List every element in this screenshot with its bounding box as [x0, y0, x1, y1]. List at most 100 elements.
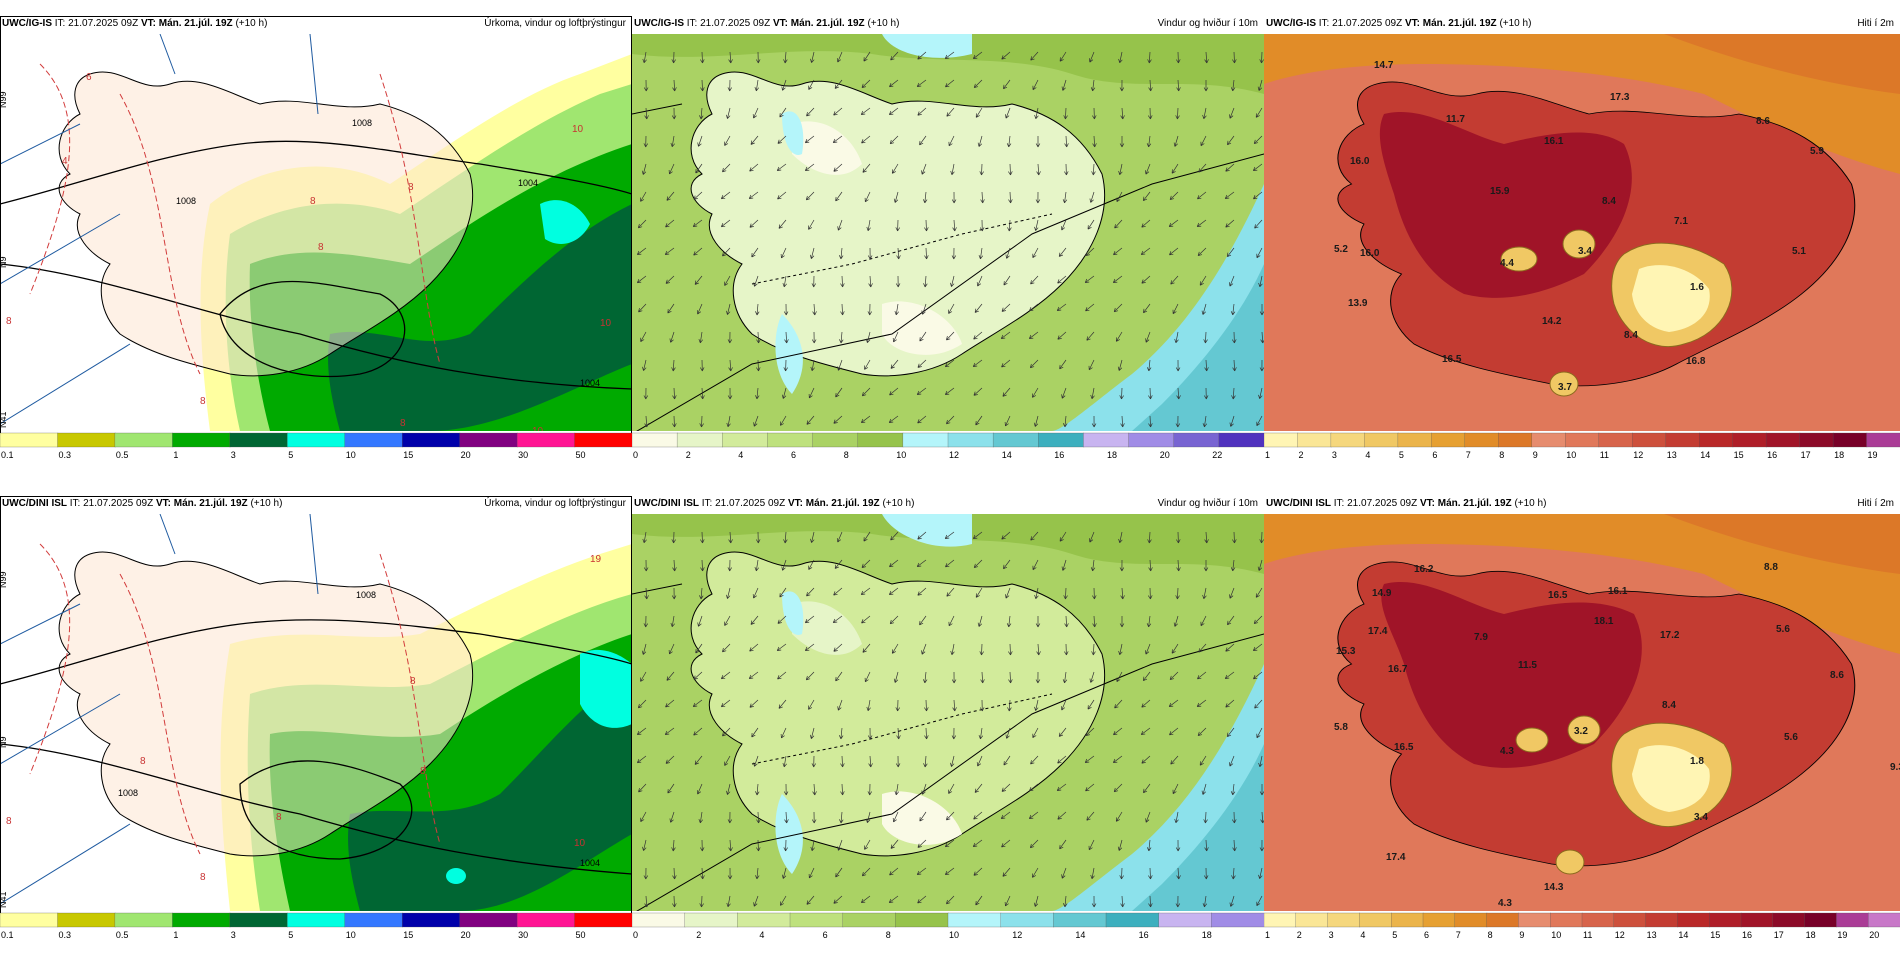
colorbar-swatch	[517, 913, 575, 927]
lead-time: (+10 h)	[1499, 18, 1531, 29]
colorbar-tick: 4	[1365, 450, 1370, 460]
colorbar-swatch	[115, 913, 173, 927]
colorbar-tick: 20	[1869, 930, 1879, 940]
colorbar-tick: 4	[738, 450, 743, 460]
temp-value: 16.1	[1608, 586, 1628, 597]
lat-label: N41	[0, 411, 8, 428]
colorbar-swatch	[1599, 433, 1633, 447]
temp-value: 16.5	[1442, 354, 1462, 365]
colorbar-swatch	[1498, 433, 1532, 447]
init-time: IT: 21.07.2025 09Z	[702, 498, 785, 509]
colorbar-swatch	[58, 433, 116, 447]
colorbar-swatch	[993, 433, 1039, 447]
wind-map[interactable]	[632, 514, 1264, 911]
colorbar-swatch	[767, 433, 813, 447]
colorbar-tick: 2	[1299, 450, 1304, 460]
temp-contour-label: 8	[200, 872, 206, 883]
colorbar-tick: 1	[173, 450, 178, 460]
temp-contour-label: 8	[410, 676, 416, 687]
isobar-label: 1004	[580, 858, 600, 868]
colorbar-swatch	[1298, 433, 1332, 447]
temp-value: 17.3	[1610, 92, 1630, 103]
colorbar-swatch	[402, 913, 460, 927]
colorbar-tick: 7	[1456, 930, 1461, 940]
colorbar-swatch	[1532, 433, 1566, 447]
colorbar-swatch	[460, 433, 518, 447]
colorbar-swatch	[575, 913, 633, 927]
lead-time: (+10 h)	[867, 18, 899, 29]
colorbar-tick: 19	[1868, 450, 1878, 460]
temp-value: 13.9	[1348, 298, 1368, 309]
temp-contour-label: 6	[86, 72, 92, 83]
temp-value: 1.6	[1690, 282, 1704, 293]
colorbar-swatch	[1709, 913, 1741, 927]
panel-title: Hiti í 2m	[1857, 494, 1894, 514]
colorbar-swatch	[843, 913, 896, 927]
panel-header: UWC/IG-IS IT: 21.07.2025 09Z VT: Mán. 21…	[0, 14, 632, 34]
temp-value: 8.4	[1662, 700, 1676, 711]
colorbar-swatch	[1264, 433, 1298, 447]
colorbar-tick: 18	[1834, 450, 1844, 460]
model-row-dini: UWC/DINI ISL IT: 21.07.2025 09Z VT: Mán.…	[0, 494, 1900, 964]
colorbar-swatch	[1423, 913, 1455, 927]
valid-time: Mán. 21.júl. 19Z	[174, 498, 248, 509]
colorbar-tick: 8	[1499, 450, 1504, 460]
init-time: IT: 21.07.2025 09Z	[1334, 498, 1417, 509]
colorbar-swatch	[230, 433, 288, 447]
precip-map[interactable]: 1008 1004 1004 1008 6 4 8 8 10 10 10 8 8…	[0, 34, 632, 431]
model-name: UWC/IG-IS	[634, 18, 684, 29]
colorbar-swatch	[1328, 913, 1360, 927]
colorbar-tick: 30	[518, 930, 528, 940]
wind-map[interactable]	[632, 34, 1264, 431]
colorbar-tick: 12	[1615, 930, 1625, 940]
temp-value: 16.7	[1388, 664, 1408, 675]
lat-label: N99	[0, 91, 8, 108]
colorbar-swatch	[948, 913, 1001, 927]
colorbar-swatch	[1001, 913, 1054, 927]
precip-map[interactable]: 1008 1008 1004 19 8 8 8 8 8 10 8 N99 N9 …	[0, 514, 632, 911]
isobar-label: 1004	[580, 378, 600, 388]
temp-value: 11.7	[1446, 114, 1465, 125]
temp-value: 5.6	[1784, 732, 1798, 743]
colorbar-tick: 2	[1297, 930, 1302, 940]
temp-value: 8.8	[1764, 562, 1778, 573]
colorbar-tick: 1	[1265, 450, 1270, 460]
colorbar-swatch	[172, 913, 230, 927]
colorbar-tick: 30	[518, 450, 528, 460]
colorbar-tick: 10	[346, 450, 356, 460]
colorbar-swatch	[287, 913, 345, 927]
colorbar-swatch	[1833, 433, 1867, 447]
valid-time: Mán. 21.júl. 19Z	[159, 18, 233, 29]
temp-value: 5.1	[1792, 246, 1806, 257]
colorbar-tick: 19	[1837, 930, 1847, 940]
colorbar-tick: 8	[844, 450, 849, 460]
wind-panel: UWC/DINI ISL IT: 21.07.2025 09Z VT: Mán.…	[632, 494, 1264, 954]
model-name: UWC/IG-IS	[2, 18, 52, 29]
temp-contour-label: 8	[318, 242, 324, 253]
temp-value: 4.3	[1500, 746, 1514, 757]
colorbar-tick: 22	[1212, 450, 1222, 460]
colorbar-tick: 12	[1633, 450, 1643, 460]
panel-header: UWC/DINI ISL IT: 21.07.2025 09Z VT: Mán.…	[1264, 494, 1900, 514]
temp-panel: UWC/DINI ISL IT: 21.07.2025 09Z VT: Mán.…	[1264, 494, 1900, 954]
colorbar-tick: 18	[1107, 450, 1117, 460]
colorbar-swatch	[1518, 913, 1550, 927]
colorbar-tick: 7	[1466, 450, 1471, 460]
colorbar-tick: 0	[633, 930, 638, 940]
colorbar-swatch	[1550, 913, 1582, 927]
colorbar-swatch	[1677, 913, 1709, 927]
lead-time: (+10 h)	[235, 18, 267, 29]
temp-value: 5.8	[1334, 722, 1348, 733]
temp-value: 7.1	[1674, 216, 1688, 227]
colorbar-swatch	[1565, 433, 1599, 447]
colorbar-tick: 5	[1392, 930, 1397, 940]
colorbar-swatch	[460, 913, 518, 927]
colorbar-tick: 13	[1647, 930, 1657, 940]
precip-panel: UWC/IG-IS IT: 21.07.2025 09Z VT: Mán. 21…	[0, 14, 632, 474]
colorbar-tick: 12	[949, 450, 959, 460]
colorbar-swatch	[1582, 913, 1614, 927]
colorbar-tick: 9	[1519, 930, 1524, 940]
